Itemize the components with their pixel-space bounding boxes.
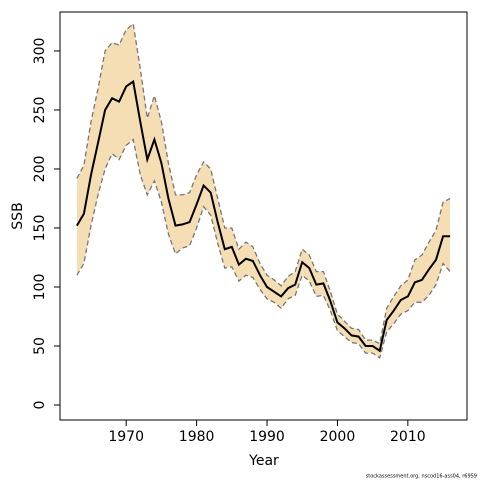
x-tick-label: 1980	[179, 429, 215, 445]
y-axis-label: SSB	[10, 202, 26, 229]
y-tick-label: 0	[32, 401, 48, 410]
x-axis-label: Year	[248, 453, 279, 469]
y-tick-label: 50	[32, 337, 48, 355]
plot-frame	[59, 11, 468, 421]
y-tick-label: 150	[32, 215, 48, 242]
x-tick-label: 2000	[320, 429, 356, 445]
y-tick-label: 200	[32, 156, 48, 183]
band-edge	[76, 22, 451, 345]
x-tick-label: 2010	[390, 429, 426, 445]
x-tick-label: 1970	[108, 429, 144, 445]
ssb-line	[76, 79, 451, 353]
band-edge	[76, 138, 451, 359]
confidence-band	[76, 23, 451, 358]
y-tick-label: 250	[32, 97, 48, 124]
y-tick-label: 300	[32, 38, 48, 65]
y-tick-label: 100	[32, 274, 48, 301]
footer: stockassessment.org, nscod16-ass04, r695…	[366, 474, 477, 480]
x-tick-label: 1990	[249, 429, 285, 445]
